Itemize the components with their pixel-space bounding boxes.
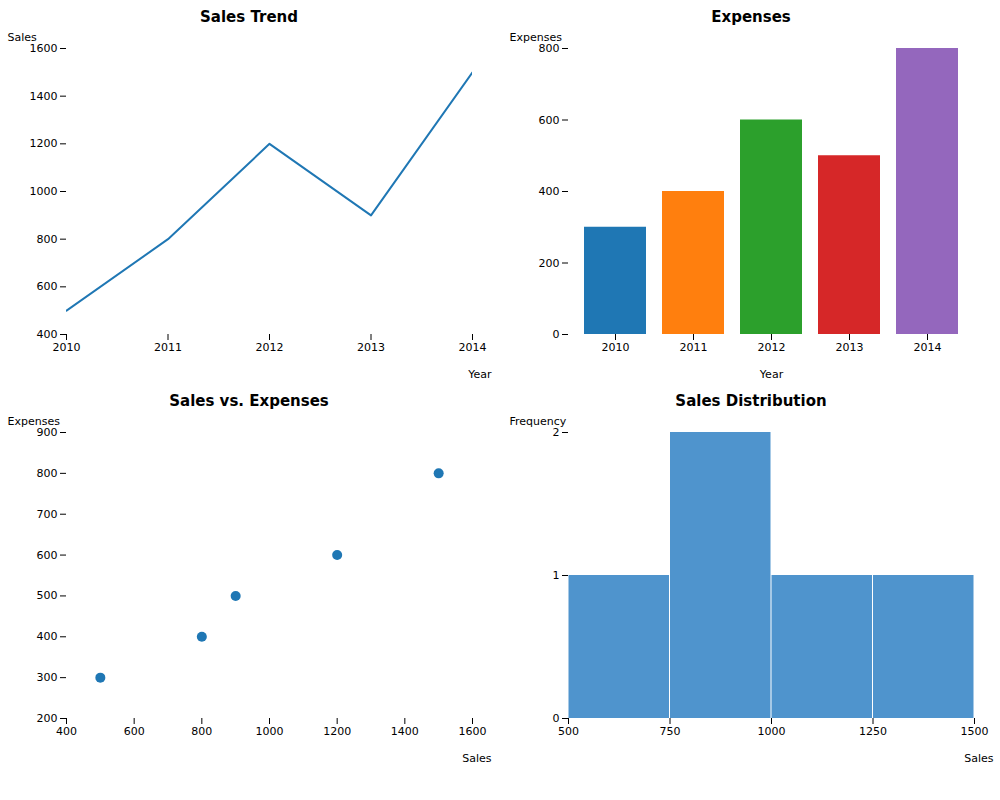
svg-text:1000: 1000 [758,725,786,738]
svg-text:Expenses: Expenses [8,415,61,428]
svg-text:Sales: Sales [964,752,994,765]
svg-text:2: 2 [552,426,560,439]
svg-text:2010: 2010 [53,341,81,354]
svg-text:1400: 1400 [30,90,58,103]
svg-text:1400: 1400 [391,725,419,738]
svg-text:1250: 1250 [859,725,887,738]
svg-text:800: 800 [191,725,212,738]
svg-text:1600: 1600 [29,42,58,55]
html-text:Sales Distribution: Sales Distribution [675,392,827,410]
svg-text:0: 0 [553,712,560,725]
svg-text:400: 400 [539,185,560,198]
svg-text:600: 600 [37,549,58,562]
svg-text:700: 700 [37,508,58,521]
svg-text:2011: 2011 [680,341,708,354]
svg-text:800: 800 [37,233,58,246]
svg-text:1200: 1200 [30,137,58,150]
svg-text:800: 800 [538,42,560,55]
svg-text:Expenses: Expenses [510,31,563,44]
svg-text:1000: 1000 [256,725,284,738]
svg-text:500: 500 [558,725,579,738]
svg-text:800: 800 [37,467,58,480]
svg-text:2013: 2013 [357,341,385,354]
svg-text:200: 200 [539,257,560,270]
svg-text:Sales: Sales [8,31,38,44]
svg-text:500: 500 [37,589,58,602]
svg-text:Frequency: Frequency [510,415,567,428]
svg-text:2014: 2014 [914,341,942,354]
svg-text:1: 1 [553,569,560,582]
html-text:Sales vs. Expenses: Sales vs. Expenses [169,392,329,410]
svg-text:600: 600 [37,280,58,293]
svg-text:1600: 1600 [459,725,487,738]
svg-text:2012: 2012 [256,341,284,354]
svg-text:400: 400 [56,725,77,738]
svg-text:2011: 2011 [154,341,182,354]
svg-text:750: 750 [660,725,681,738]
svg-text:400: 400 [37,328,58,341]
svg-text:200: 200 [37,712,58,725]
svg-text:2010: 2010 [602,341,630,354]
svg-text:Year: Year [759,368,784,381]
html-text:Expenses: Expenses [711,8,791,26]
svg-text:1500: 1500 [961,725,989,738]
svg-text:Year: Year [467,368,492,381]
svg-text:1200: 1200 [323,725,351,738]
svg-text:1000: 1000 [30,185,58,198]
svg-text:600: 600 [539,114,560,127]
svg-text:2012: 2012 [758,341,786,354]
svg-text:900: 900 [36,426,58,439]
svg-text:600: 600 [124,725,145,738]
svg-text:2014: 2014 [459,341,487,354]
svg-text:400: 400 [37,630,58,643]
svg-text:Sales: Sales [462,752,492,765]
svg-text:0: 0 [553,328,560,341]
html-text:Sales Trend: Sales Trend [200,8,298,26]
svg-text:300: 300 [37,671,58,684]
svg-text:2013: 2013 [836,341,864,354]
